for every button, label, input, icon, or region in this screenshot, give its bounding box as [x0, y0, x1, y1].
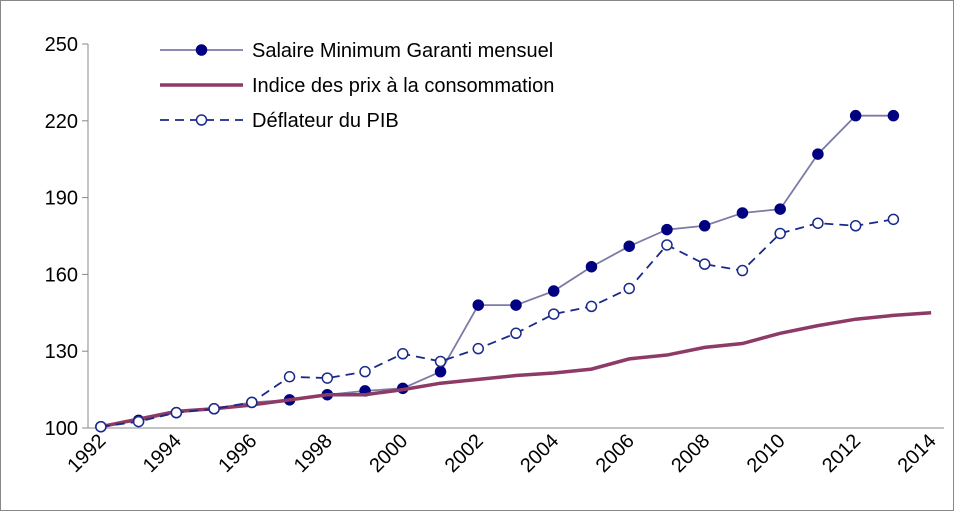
series-marker	[95, 420, 107, 433]
series-marker	[661, 239, 673, 251]
series-marker	[661, 223, 673, 236]
series-marker	[397, 348, 409, 360]
series-marker	[208, 403, 220, 415]
series-marker	[585, 260, 598, 273]
series-marker	[170, 406, 183, 419]
series-line	[100, 218, 894, 428]
series-marker	[736, 264, 749, 277]
series-marker	[736, 207, 749, 219]
series-marker	[774, 203, 786, 215]
series-marker	[510, 299, 522, 311]
series-marker	[887, 109, 900, 122]
legend-label: Déflateur du PIB	[252, 110, 399, 132]
series-marker	[698, 258, 711, 270]
series-marker	[283, 371, 296, 383]
series-marker	[359, 365, 371, 378]
series-marker	[132, 415, 145, 428]
series-marker	[623, 240, 635, 252]
series-marker	[812, 217, 824, 229]
series-marker	[510, 327, 522, 340]
y-tick-label: 100	[45, 418, 78, 440]
series-marker	[547, 285, 560, 297]
legend-label: Salaire Minimum Garanti mensuel	[252, 40, 553, 62]
series-marker	[472, 342, 485, 355]
y-tick-label: 250	[45, 34, 78, 56]
legend-marker	[195, 44, 208, 56]
y-tick-label: 160	[45, 264, 78, 286]
series-marker	[585, 300, 598, 313]
series-marker	[812, 148, 824, 160]
series-marker	[434, 355, 447, 368]
y-tick-label: 190	[45, 188, 78, 210]
series-marker	[434, 365, 447, 378]
series-marker	[849, 109, 862, 122]
y-tick-label: 130	[45, 341, 78, 363]
legend-label: Indice des prix à la consommation	[252, 75, 554, 97]
series-marker	[887, 213, 900, 226]
series-marker	[774, 227, 786, 240]
series-marker	[698, 220, 711, 232]
y-tick-label: 220	[45, 111, 78, 133]
series-marker	[623, 282, 635, 295]
legend-marker	[195, 114, 208, 126]
series-marker	[849, 220, 862, 232]
series-line	[100, 311, 932, 429]
series-marker	[321, 372, 334, 384]
series-marker	[547, 308, 560, 320]
series-marker	[472, 299, 485, 311]
series-marker	[246, 396, 258, 409]
